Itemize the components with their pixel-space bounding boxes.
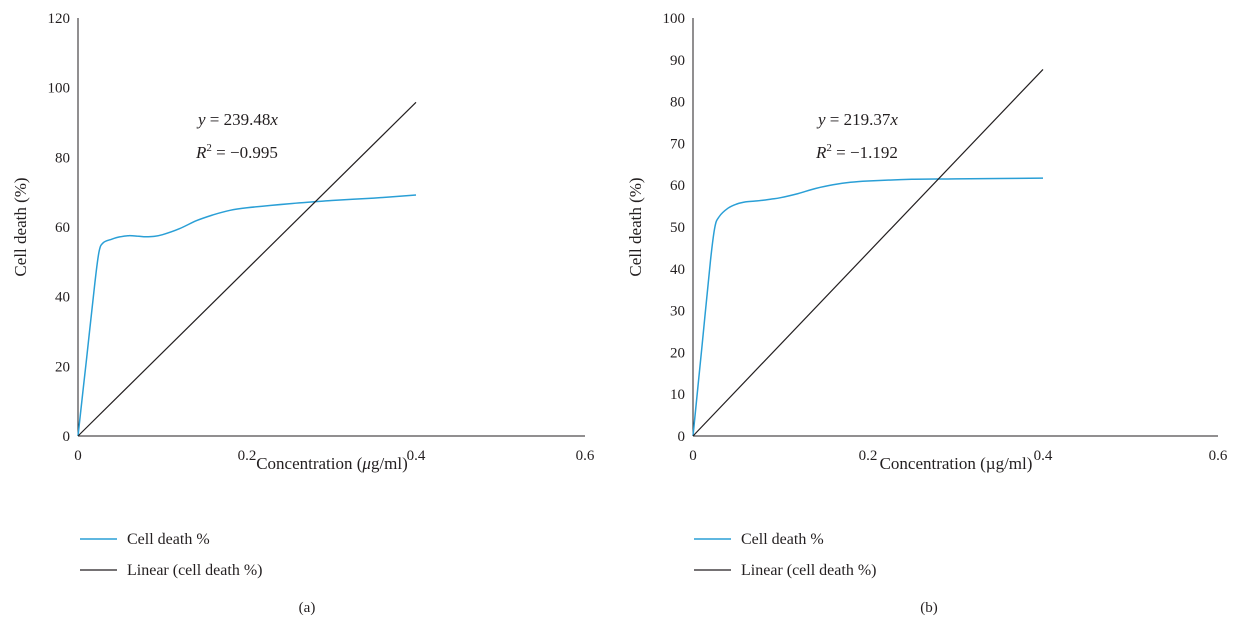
x-axis-title: Concentration (µg/ml) [880,454,1033,473]
equation-y-rest: = 219.37 [826,110,891,129]
x-tick-label: 0 [74,448,82,464]
equation-y-var: y [196,110,206,129]
series-group [77,101,417,437]
trendline-equation: y = 239.48x [196,110,278,129]
trendline-equation: y = 219.37x [816,110,898,129]
y-tick-labels: 0 10 20 30 40 50 60 70 80 90 100 [663,11,686,445]
equation-x-var: x [889,110,898,129]
r-squared-sup: 2 [206,142,212,154]
y-tick-label: 70 [670,136,685,152]
y-tick-label: 20 [670,345,685,361]
x-tick-label: 0.4 [407,448,426,464]
y-tick-label: 10 [670,387,685,403]
r-squared-sup: 2 [826,142,832,154]
x-tick-label: 0 [689,448,697,464]
x-tick-label: 0.6 [1209,448,1228,464]
y-tick-label: 40 [670,262,685,278]
r-squared-rest: = −1.192 [832,143,898,162]
series-group [692,68,1044,437]
y-tick-label: 60 [55,220,70,236]
y-tick-label: 90 [670,53,685,69]
y-tick-labels: 0 20 40 60 80 100 120 [48,11,71,445]
y-tick-label: 80 [670,95,685,111]
x-axis-title-mu: μ [361,454,371,473]
x-axis-title-suffix: g/ml) [996,454,1033,473]
r-squared-rest: = −0.995 [212,143,278,162]
legend-label-linear: Linear (cell death %) [127,562,262,579]
y-tick-label: 40 [55,290,70,306]
y-tick-label: 0 [678,429,686,445]
y-tick-label: 30 [670,304,685,320]
y-tick-label: 100 [663,11,686,27]
legend: Cell death % Linear (cell death %) [694,531,876,579]
x-axis-title: Concentration (μg/ml) [256,454,408,473]
x-tick-labels: 0 0.2 0.4 0.6 [689,448,1228,464]
y-tick-label: 20 [55,359,70,375]
x-tick-labels: 0 0.2 0.4 0.6 [74,448,595,464]
legend-label-cell-death: Cell death % [127,531,210,548]
r-squared-label: R2 = −1.192 [815,142,898,162]
x-axis-title-mu: µ [986,454,996,473]
chart-panel-b: 0 10 20 30 40 50 60 70 80 90 100 0 0.2 0.4 0.6 Cell d… [626,11,1228,616]
y-axis-title: Cell death (%) [626,177,645,276]
chart-panel-a: 0 20 40 60 80 100 120 0 0.2 0.4 0.6 Cell death (%… [11,11,595,616]
y-tick-label: 80 [55,150,70,166]
panel-label-b: (b) [920,600,938,616]
r-squared-var: R [815,143,827,162]
legend-label-cell-death: Cell death % [741,531,824,548]
x-tick-label: 0.2 [859,448,878,464]
equation-x-var: x [269,110,278,129]
y-axis-title: Cell death (%) [11,177,30,276]
panel-label-a: (a) [299,600,316,616]
equation-y-var: y [816,110,826,129]
legend-label-linear: Linear (cell death %) [741,562,876,579]
equation-y-rest: = 239.48 [206,110,271,129]
y-tick-label: 120 [48,11,71,27]
y-tick-label: 50 [670,220,685,236]
series-line-cell-death [692,177,1044,437]
y-tick-label: 0 [63,429,71,445]
series-line-linear-trend [692,68,1044,437]
x-axis-title-prefix: Concentration ( [880,454,987,473]
x-tick-label: 0.6 [576,448,595,464]
series-line-linear-trend [77,101,417,437]
series-line-cell-death [77,194,417,437]
x-axis-title-suffix: g/ml) [371,454,408,473]
x-tick-label: 0.4 [1034,448,1053,464]
x-tick-label: 0.2 [238,448,257,464]
x-axis-title-prefix: Concentration ( [256,454,363,473]
r-squared-var: R [195,143,207,162]
legend: Cell death % Linear (cell death %) [80,531,262,579]
y-tick-label: 100 [48,81,71,97]
r-squared-label: R2 = −0.995 [195,142,278,162]
y-tick-label: 60 [670,178,685,194]
